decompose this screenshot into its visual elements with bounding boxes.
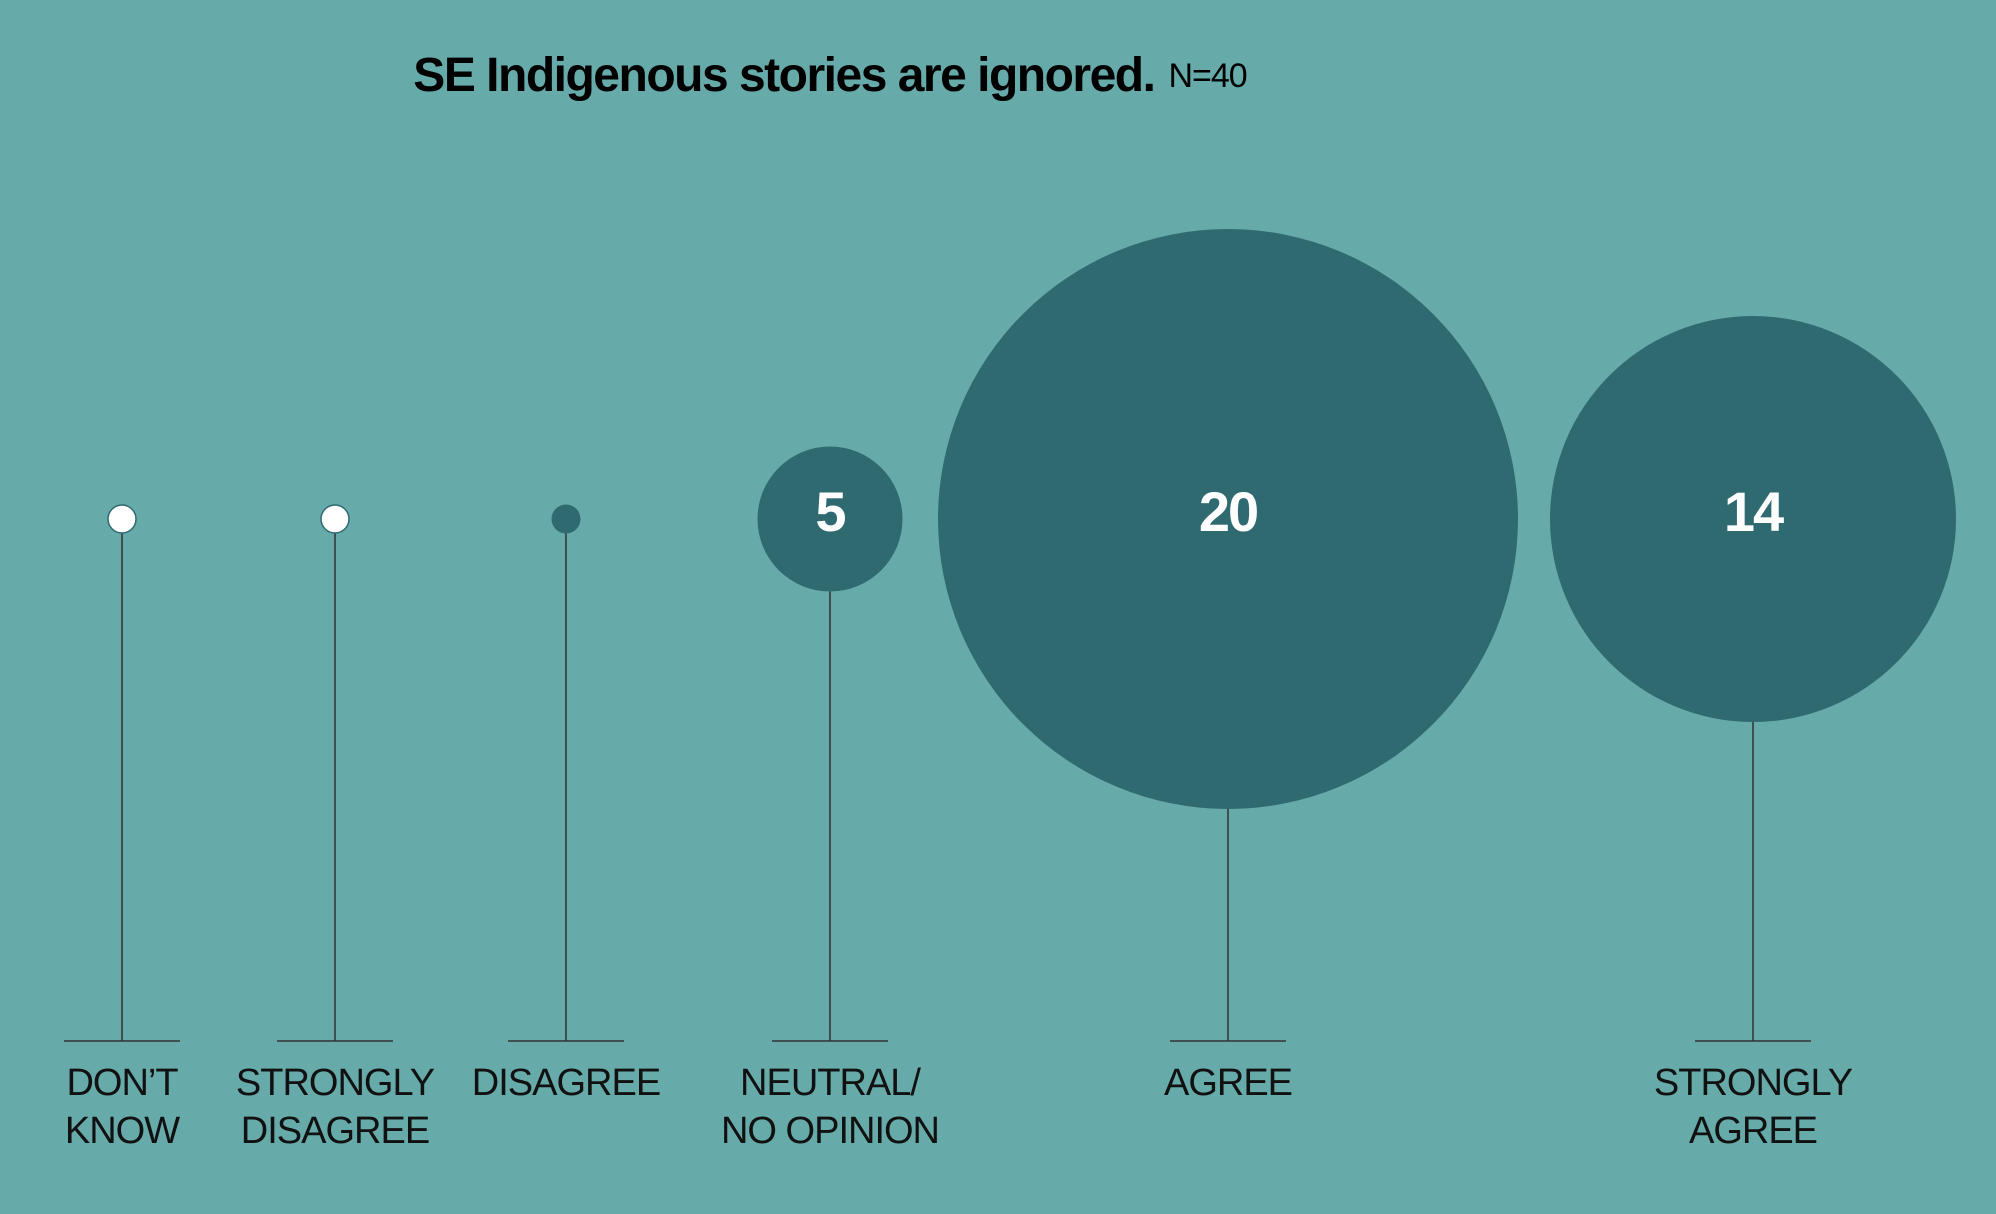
category-line: STRONGLY <box>1654 1062 1853 1104</box>
category-line: AGREE <box>1164 1062 1292 1104</box>
title: SE Indigenous stories are ignored. <box>413 49 1154 102</box>
category-line: NO OPINION <box>721 1110 939 1152</box>
bubble <box>551 504 581 534</box>
category-label: NEUTRAL/NO OPINION <box>721 1062 939 1152</box>
category-line: STRONGLY <box>236 1062 435 1104</box>
chart-title: SE Indigenous stories are ignored. N=40 <box>413 49 1246 102</box>
category-label: DISAGREE <box>472 1062 660 1104</box>
category-line: KNOW <box>65 1110 180 1152</box>
bubble <box>757 446 903 592</box>
category-line: DON’T <box>66 1062 178 1104</box>
value-label: 14 <box>1724 480 1784 543</box>
value-label: 20 <box>1199 480 1257 543</box>
category-line: DISAGREE <box>241 1110 429 1152</box>
bubble <box>107 504 137 534</box>
category-line: AGREE <box>1689 1110 1817 1152</box>
bubble <box>1550 316 1956 722</box>
bubble <box>320 504 350 534</box>
category-label: AGREE <box>1164 1062 1292 1104</box>
category-line: NEUTRAL/ <box>740 1062 921 1104</box>
category-label: DON’T KNOW <box>65 1062 180 1152</box>
subtitle: N=40 <box>1168 57 1246 95</box>
category-label: STRONGLY DISAGREE <box>236 1062 435 1152</box>
category-line: DISAGREE <box>472 1062 660 1104</box>
value-label: 5 <box>815 480 845 543</box>
category-label: STRONGLY AGREE <box>1654 1062 1853 1152</box>
bubble <box>938 229 1518 809</box>
